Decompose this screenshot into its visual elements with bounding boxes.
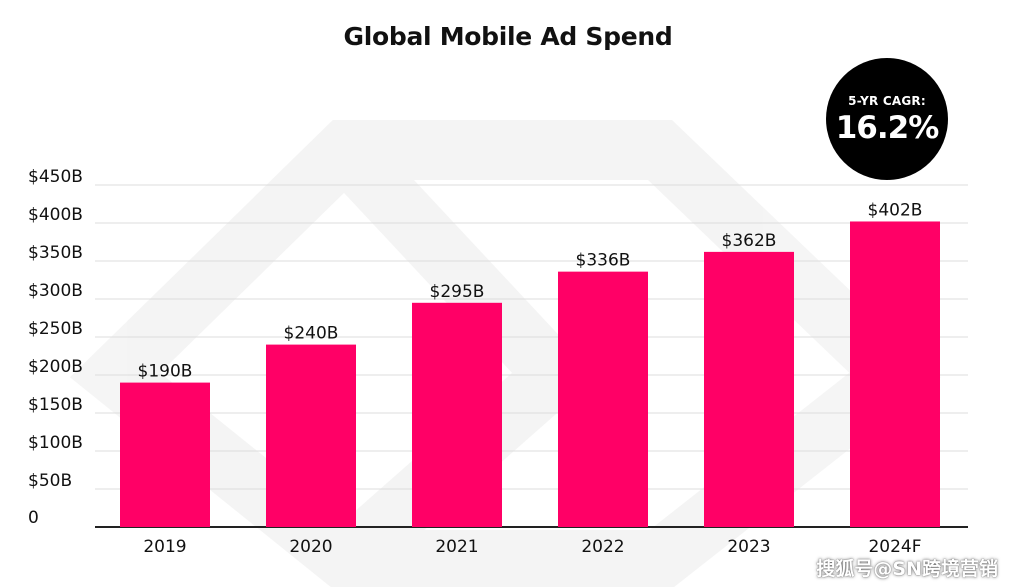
data-labels: $190B $240B $295B $336B $362B $402B: [138, 200, 923, 381]
x-tick-label: 2024F: [868, 537, 921, 557]
y-tick-label: $400B: [28, 205, 83, 225]
x-tick-label: 2021: [435, 537, 478, 557]
data-label: $190B: [138, 362, 193, 382]
y-tick-label: $250B: [28, 319, 83, 339]
y-tick-label: $450B: [28, 167, 83, 187]
x-tick-label: 2020: [289, 537, 332, 557]
bar-2019: [120, 382, 210, 527]
cagr-label: 5-YR CAGR:: [848, 94, 926, 108]
bar-2020: [266, 344, 356, 527]
bar-2023: [704, 251, 794, 527]
x-tick-label: 2023: [727, 537, 770, 557]
bars: [120, 221, 940, 528]
y-tick-label: 0: [28, 508, 39, 528]
y-tick-label: $150B: [28, 395, 83, 415]
y-tick-label: $100B: [28, 433, 83, 453]
y-tick-label: $300B: [28, 281, 83, 301]
y-tick-label: $50B: [28, 471, 72, 491]
x-axis-ticks: 2019 2020 2021 2022 2023 2024F: [143, 537, 921, 557]
bar-2022: [558, 271, 648, 527]
cagr-badge: 5-YR CAGR: 16.2%: [826, 58, 948, 180]
chart-title: Global Mobile Ad Spend: [343, 22, 673, 51]
x-tick-label: 2019: [143, 537, 186, 557]
y-tick-label: $200B: [28, 357, 83, 377]
y-tick-label: $350B: [28, 243, 83, 263]
data-label: $240B: [284, 324, 339, 344]
data-label: $402B: [868, 200, 923, 220]
bar-2024F: [850, 221, 940, 528]
data-label: $362B: [722, 231, 777, 251]
data-label: $336B: [576, 251, 631, 271]
bar-2021: [412, 302, 502, 527]
data-label: $295B: [430, 282, 485, 302]
cagr-value: 16.2%: [835, 110, 940, 146]
gridlines: [95, 184, 968, 528]
source-watermark: 搜狐号@SN跨境营销: [816, 558, 998, 580]
y-axis-ticks: 0 $50B $100B $150B $200B $250B $300B $350B $400B…: [28, 167, 83, 528]
x-tick-label: 2022: [581, 537, 624, 557]
